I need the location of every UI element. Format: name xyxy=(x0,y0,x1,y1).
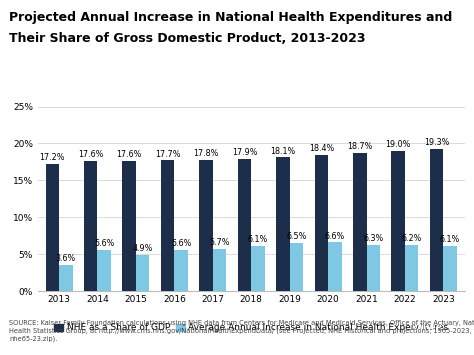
Text: 3.6%: 3.6% xyxy=(55,254,76,263)
Bar xyxy=(366,245,380,291)
Bar xyxy=(213,249,226,291)
Legend: NHE as a Share of GDP, Average Annual Increase in National Health Expenditures: NHE as a Share of GDP, Average Annual In… xyxy=(51,320,452,336)
Text: 6.5%: 6.5% xyxy=(286,232,307,241)
Bar xyxy=(290,243,303,291)
Bar xyxy=(443,246,457,291)
Text: 5.6%: 5.6% xyxy=(171,239,191,248)
Bar xyxy=(136,255,149,291)
Bar xyxy=(98,250,111,291)
Text: 5.7%: 5.7% xyxy=(209,238,230,247)
Text: 4.9%: 4.9% xyxy=(132,244,153,253)
Text: Their Share of Gross Domestic Product, 2013-2023: Their Share of Gross Domestic Product, 2… xyxy=(9,32,366,45)
Text: FAMILY: FAMILY xyxy=(411,333,442,342)
Bar xyxy=(161,160,174,291)
Bar xyxy=(276,158,290,291)
Text: 17.6%: 17.6% xyxy=(117,150,142,159)
Text: 17.7%: 17.7% xyxy=(155,149,181,159)
Text: Projected Annual Increase in National Health Expenditures and: Projected Annual Increase in National He… xyxy=(9,11,453,24)
Text: 6.6%: 6.6% xyxy=(325,231,345,241)
Text: 19.0%: 19.0% xyxy=(385,140,411,149)
Bar xyxy=(174,250,188,291)
Bar xyxy=(238,159,251,291)
Text: 17.8%: 17.8% xyxy=(193,149,219,158)
Text: 17.6%: 17.6% xyxy=(78,150,103,159)
Bar xyxy=(251,246,264,291)
Text: 5.6%: 5.6% xyxy=(94,239,114,248)
Text: 6.1%: 6.1% xyxy=(440,235,460,244)
Bar xyxy=(122,161,136,291)
Text: 17.9%: 17.9% xyxy=(232,148,257,157)
Text: KAISER: KAISER xyxy=(411,324,442,333)
Text: 6.3%: 6.3% xyxy=(363,234,383,243)
Bar xyxy=(315,155,328,291)
Text: 17.2%: 17.2% xyxy=(40,153,65,162)
Bar xyxy=(392,151,405,291)
Bar xyxy=(200,160,213,291)
Text: 6.1%: 6.1% xyxy=(248,235,268,244)
Bar xyxy=(430,149,443,291)
Text: SOURCE: Kaiser Family Foundation calculations using NHE data from Centers for Me: SOURCE: Kaiser Family Foundation calcula… xyxy=(9,320,474,343)
Text: 18.7%: 18.7% xyxy=(347,142,373,151)
Text: 18.1%: 18.1% xyxy=(270,147,296,155)
Text: FOUNDATION: FOUNDATION xyxy=(408,344,445,349)
Bar xyxy=(59,264,73,291)
Text: 18.4%: 18.4% xyxy=(309,144,334,153)
Bar xyxy=(46,164,59,291)
Bar xyxy=(328,242,342,291)
Bar xyxy=(353,153,366,291)
Text: 6.2%: 6.2% xyxy=(401,234,422,244)
Bar xyxy=(84,161,98,291)
Bar xyxy=(405,245,419,291)
Text: 19.3%: 19.3% xyxy=(424,138,449,147)
